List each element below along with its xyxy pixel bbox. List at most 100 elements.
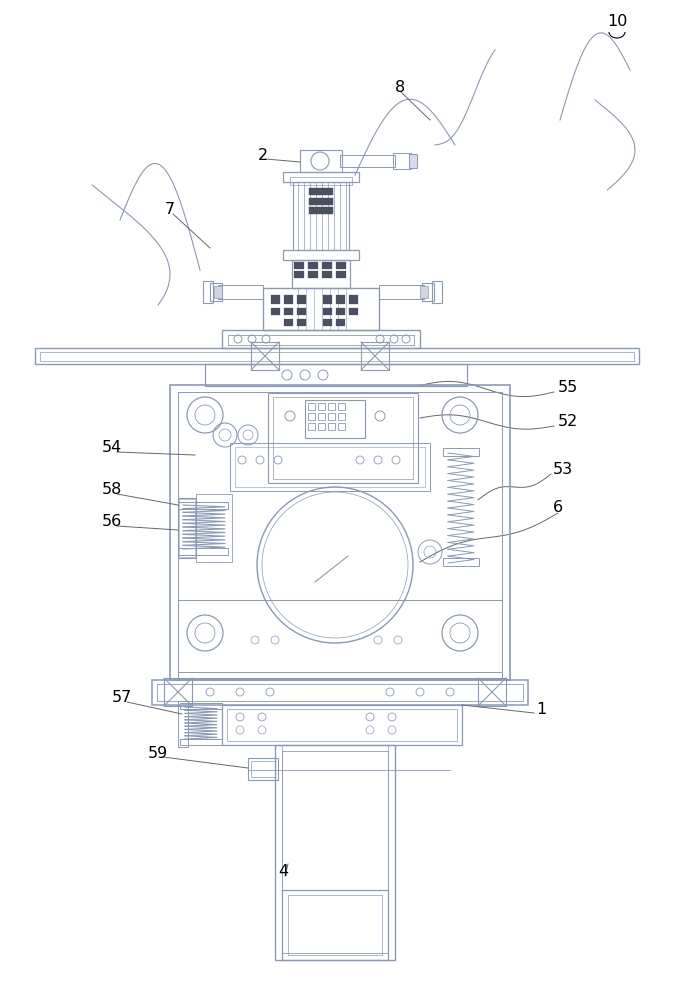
Bar bbox=[349, 295, 358, 304]
Bar bbox=[309, 207, 333, 214]
Bar bbox=[420, 286, 428, 298]
Bar bbox=[179, 499, 195, 557]
Bar bbox=[318, 403, 325, 410]
Bar bbox=[336, 262, 346, 269]
Bar bbox=[164, 678, 192, 706]
Bar bbox=[323, 308, 332, 315]
Text: 59: 59 bbox=[148, 746, 168, 760]
Bar bbox=[228, 335, 414, 345]
Bar bbox=[318, 423, 325, 430]
Bar bbox=[361, 342, 389, 370]
Text: 7: 7 bbox=[165, 202, 175, 218]
Bar bbox=[157, 684, 523, 701]
Bar bbox=[309, 188, 333, 195]
Bar bbox=[230, 443, 430, 491]
Bar bbox=[293, 182, 349, 250]
Bar bbox=[178, 502, 228, 509]
Bar bbox=[284, 308, 293, 315]
Bar bbox=[323, 319, 332, 326]
Bar bbox=[288, 895, 382, 955]
Text: 8: 8 bbox=[395, 81, 405, 96]
Bar bbox=[178, 701, 188, 747]
Bar bbox=[338, 423, 345, 430]
Bar bbox=[309, 198, 333, 205]
Bar bbox=[349, 308, 358, 315]
Bar bbox=[222, 330, 420, 348]
Bar bbox=[282, 751, 388, 953]
Bar bbox=[263, 288, 379, 330]
Text: 57: 57 bbox=[112, 690, 132, 706]
Bar bbox=[284, 319, 293, 326]
Bar bbox=[478, 678, 506, 706]
Text: 53: 53 bbox=[553, 462, 573, 478]
Bar bbox=[292, 260, 350, 288]
Bar bbox=[432, 281, 442, 303]
Bar bbox=[170, 385, 510, 680]
Text: 4: 4 bbox=[278, 864, 288, 880]
Bar bbox=[35, 348, 639, 364]
Bar bbox=[328, 403, 335, 410]
Bar bbox=[271, 295, 280, 304]
Bar bbox=[251, 342, 279, 370]
Bar bbox=[152, 680, 528, 705]
Text: 58: 58 bbox=[102, 483, 123, 497]
Bar bbox=[338, 403, 345, 410]
Bar bbox=[443, 558, 479, 566]
Bar bbox=[294, 271, 304, 278]
Bar bbox=[275, 745, 395, 960]
Bar bbox=[308, 262, 318, 269]
Bar bbox=[196, 494, 232, 562]
Text: 52: 52 bbox=[558, 414, 578, 430]
Bar bbox=[178, 498, 196, 558]
Bar bbox=[308, 271, 318, 278]
Bar bbox=[283, 250, 359, 260]
Bar bbox=[178, 392, 502, 672]
Bar bbox=[308, 423, 315, 430]
Bar bbox=[328, 423, 335, 430]
Text: 55: 55 bbox=[558, 380, 578, 395]
Text: 10: 10 bbox=[607, 14, 627, 29]
Bar bbox=[180, 739, 222, 745]
Bar bbox=[336, 308, 345, 315]
Bar bbox=[178, 600, 502, 678]
Bar bbox=[284, 295, 293, 304]
Bar bbox=[409, 154, 417, 168]
Bar bbox=[294, 262, 304, 269]
Text: 2: 2 bbox=[258, 147, 268, 162]
Bar bbox=[300, 150, 342, 172]
Bar bbox=[323, 295, 332, 304]
Bar bbox=[297, 295, 306, 304]
Bar bbox=[235, 447, 425, 487]
Bar bbox=[214, 286, 222, 298]
Bar bbox=[180, 703, 222, 709]
Bar bbox=[222, 705, 462, 745]
Bar bbox=[322, 262, 332, 269]
Bar bbox=[308, 403, 315, 410]
Bar bbox=[379, 285, 424, 299]
Bar bbox=[40, 352, 634, 361]
Bar bbox=[297, 308, 306, 315]
Bar bbox=[336, 319, 345, 326]
Bar bbox=[227, 709, 457, 741]
Bar bbox=[393, 153, 411, 169]
Bar bbox=[443, 448, 479, 456]
Text: 56: 56 bbox=[102, 514, 122, 530]
Bar bbox=[340, 155, 395, 167]
Text: 1: 1 bbox=[536, 702, 546, 718]
Bar bbox=[336, 271, 346, 278]
Bar bbox=[271, 308, 280, 315]
Bar bbox=[218, 285, 263, 299]
Bar bbox=[328, 413, 335, 420]
Bar bbox=[305, 400, 365, 438]
Bar bbox=[268, 393, 418, 483]
Bar bbox=[283, 172, 359, 182]
Bar bbox=[318, 413, 325, 420]
Bar bbox=[290, 177, 352, 185]
Bar bbox=[251, 761, 275, 777]
Bar bbox=[322, 271, 332, 278]
Bar bbox=[338, 413, 345, 420]
Bar bbox=[282, 890, 388, 960]
Bar bbox=[297, 319, 306, 326]
Text: 6: 6 bbox=[553, 500, 563, 516]
Text: 54: 54 bbox=[102, 440, 122, 456]
